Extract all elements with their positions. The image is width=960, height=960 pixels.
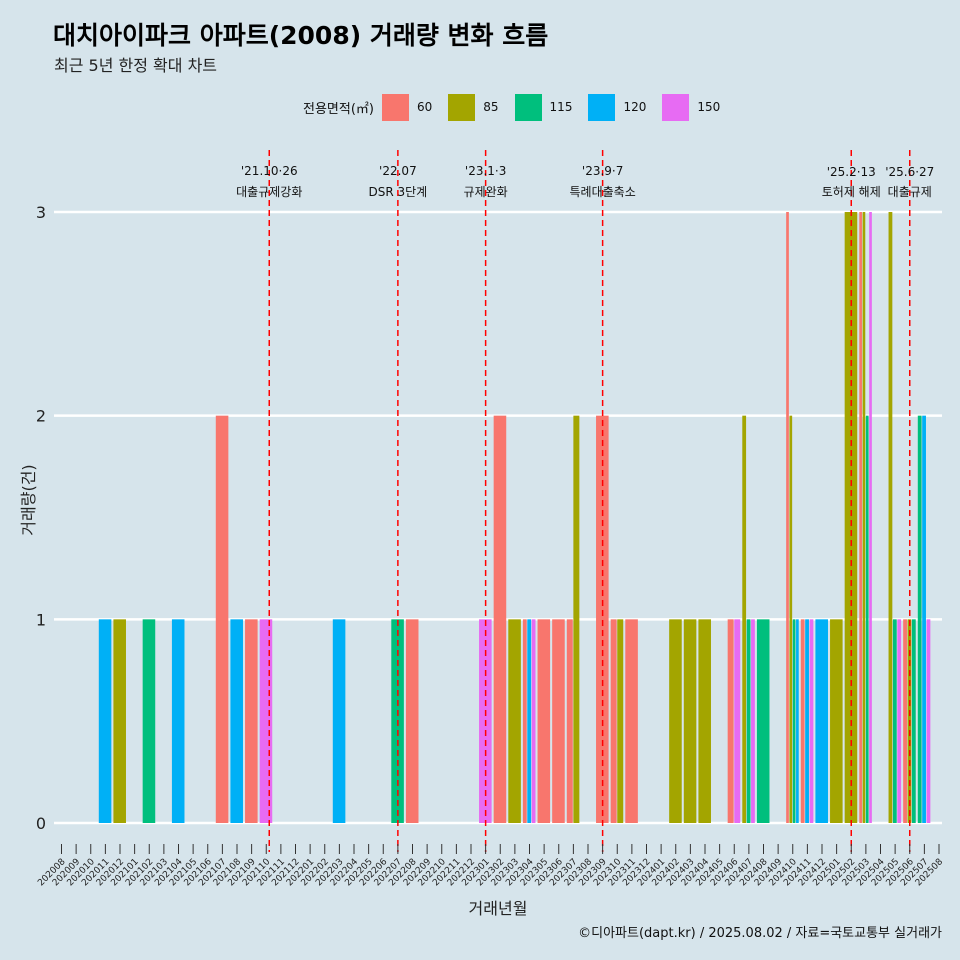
event-date-label: '22.07: [379, 164, 417, 178]
bar-202304-150: [531, 619, 536, 823]
y-tick-label: 2: [36, 407, 46, 426]
legend-key-115: [514, 93, 542, 121]
bar-202304-120: [527, 619, 532, 823]
bar-202102-115: [142, 619, 156, 823]
y-axis: 0 1 2 3: [36, 203, 46, 833]
x-axis: 2020082020092020102020112020122021012021…: [36, 844, 945, 888]
bar-202408-115: [756, 619, 770, 823]
source-caption: ©디아파트(dapt.kr) / 2025.08.02 / 자료=국토교통부 실…: [578, 926, 942, 941]
bar-202503-115: [865, 415, 869, 823]
bar-202310-60: [610, 619, 617, 823]
event-desc-label: 토허제 해제: [822, 185, 881, 199]
bar-202311-60: [625, 619, 638, 823]
y-axis-label: 거래량(건): [19, 464, 38, 535]
event-desc-label: 대출규제: [888, 185, 932, 199]
bar-202304-60: [522, 619, 527, 823]
bar-202507-150: [926, 619, 931, 823]
bar-202108-120: [230, 619, 243, 823]
bar-202505-115: [892, 619, 897, 823]
event-desc-label: 대출규제강화: [236, 185, 302, 199]
chart-title: 대치아이파크 아파트(2008) 거래량 변화 흐름: [53, 21, 549, 50]
bar-202406-60: [727, 619, 734, 823]
bar-202501-85: [830, 619, 843, 823]
event-date-label: '21.10·26: [241, 164, 298, 178]
legend-key-60: [381, 93, 409, 121]
bar-202505-150: [897, 619, 902, 823]
bar-202411-60: [800, 619, 805, 823]
bar-202203-120: [332, 619, 346, 823]
y-tick-label: 1: [36, 610, 46, 629]
y-tick-label: 3: [36, 203, 46, 222]
bar-202407-150: [751, 619, 755, 823]
bar-202410-115: [792, 619, 796, 823]
x-axis-label: 거래년월: [469, 899, 528, 918]
bar-202506-60: [903, 619, 907, 823]
bar-202305-60: [537, 619, 551, 823]
legend-title: 전용면적(㎡): [303, 101, 374, 117]
legend-key-120: [588, 93, 616, 121]
bar-202208-60: [405, 619, 419, 823]
bar-202402-85: [669, 619, 682, 823]
event-lines: '21.10·26 대출규제강화 '22.07 DSR 3단계 '23.1·3 규제완화 '…: [236, 150, 934, 852]
bar-202412-120: [815, 619, 828, 823]
bar-202411-150: [809, 619, 814, 823]
y-tick-label: 0: [36, 814, 46, 833]
bar-202505-85: [888, 212, 893, 823]
bar-202104-120: [171, 619, 185, 823]
legend-label-115: 115: [549, 100, 573, 114]
bar-202404-85: [698, 619, 711, 823]
bar-202410-60: [786, 212, 789, 823]
bar-202110-150: [259, 619, 273, 823]
bar-202307-60: [566, 619, 573, 823]
legend-key-150: [662, 93, 690, 121]
bar-202309-60: [596, 415, 609, 823]
bar-202307-85: [573, 415, 580, 823]
legend-label-120: 120: [623, 100, 647, 114]
legend-key-85: [448, 93, 476, 121]
bar-202410-120: [796, 619, 799, 823]
bar-202503-60: [859, 212, 862, 823]
bar-202012-85: [113, 619, 126, 823]
event-date-label: '25.2·13: [827, 165, 876, 179]
bar-202503-150: [869, 212, 872, 823]
bar-202107-60: [215, 415, 229, 823]
event-date-label: '23.1·3: [465, 164, 506, 178]
bar-202407-85: [742, 415, 747, 823]
bar-202411-120: [805, 619, 809, 823]
bar-202507-120: [922, 415, 926, 823]
bar-202502-85: [844, 212, 858, 823]
legend: 전용면적(㎡) 60 85 115 120 150: [303, 93, 736, 121]
event-date-label: '25.6·27: [885, 165, 934, 179]
legend-label-150: 150: [697, 100, 721, 114]
bar-202310-85: [617, 619, 624, 823]
bar-202503-85: [862, 212, 866, 823]
bar-202306-60: [552, 619, 565, 823]
bar-202011-120: [98, 619, 112, 823]
bars: [98, 212, 931, 823]
bar-202302-60: [493, 415, 507, 823]
event-desc-label: DSR 3단계: [369, 185, 428, 199]
bar-202406-150: [734, 619, 741, 823]
legend-label-60: 60: [416, 100, 433, 114]
bar-202506-115: [911, 619, 916, 823]
bar-202410-85: [789, 415, 793, 823]
chart-subtitle: 최근 5년 한정 확대 차트: [54, 56, 218, 75]
event-desc-label: 특례대출축소: [570, 185, 636, 199]
bar-202407-115: [746, 619, 751, 823]
bar-202303-85: [508, 619, 521, 823]
legend-label-85: 85: [483, 100, 499, 114]
event-date-label: '23.9·7: [582, 164, 623, 178]
bar-202403-85: [683, 619, 697, 823]
bar-202109-60: [245, 619, 258, 823]
event-desc-label: 규제완화: [464, 185, 508, 199]
bar-202507-115: [917, 415, 922, 823]
